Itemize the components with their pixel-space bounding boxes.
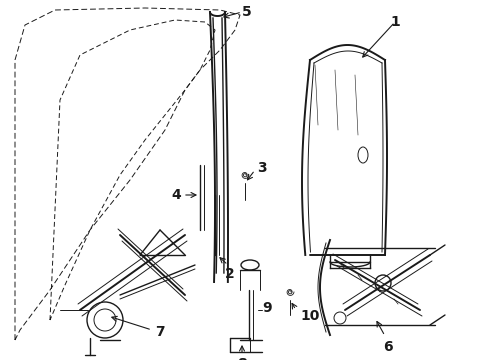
Text: 8: 8 bbox=[237, 357, 246, 360]
Text: 4: 4 bbox=[171, 188, 181, 202]
Text: 9: 9 bbox=[262, 301, 271, 315]
Text: 7: 7 bbox=[155, 325, 164, 339]
Text: 10: 10 bbox=[299, 309, 319, 323]
Text: 2: 2 bbox=[224, 267, 234, 281]
Text: 1: 1 bbox=[389, 15, 399, 29]
Text: 5: 5 bbox=[242, 5, 251, 19]
Text: 6: 6 bbox=[383, 340, 392, 354]
Text: 3: 3 bbox=[257, 161, 266, 175]
